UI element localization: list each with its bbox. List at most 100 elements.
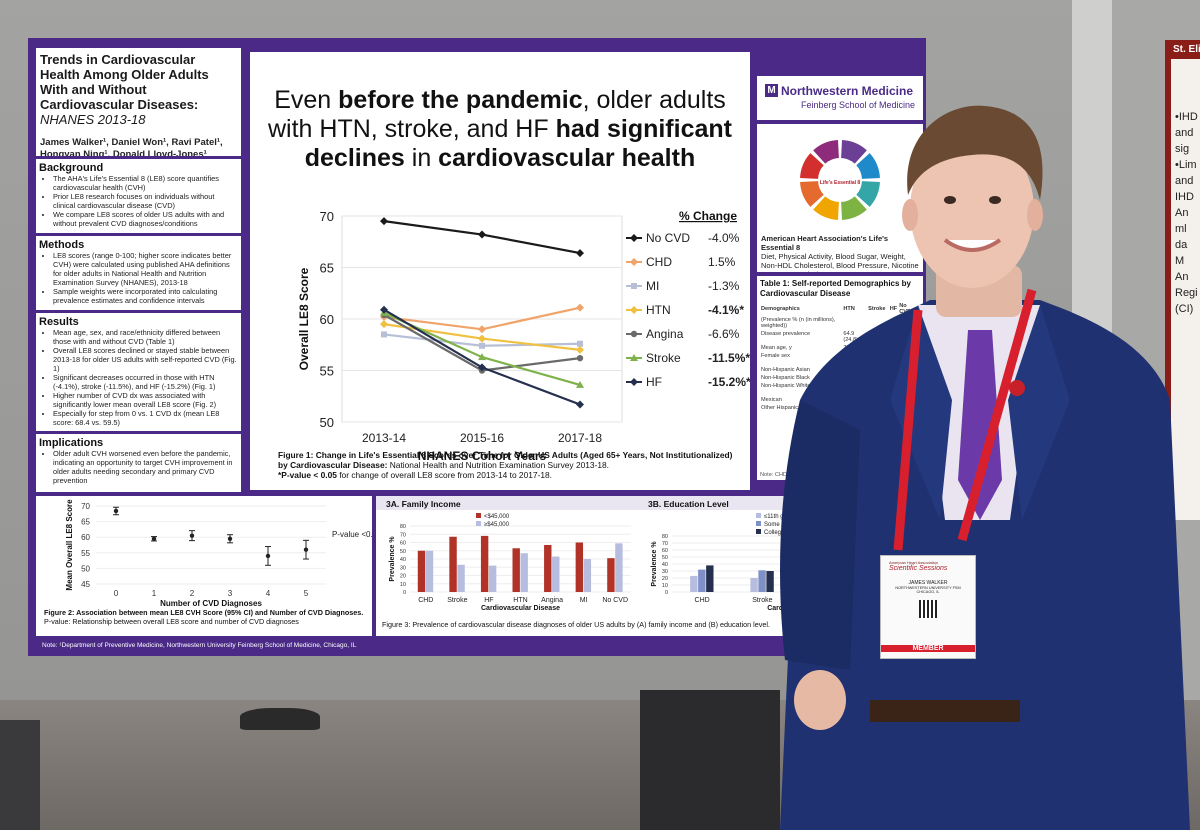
table-cell: 64.9 (24.8)	[843, 331, 858, 343]
bar	[766, 571, 774, 592]
background-person-left	[0, 720, 40, 830]
table-cell: Mean age, y	[761, 345, 792, 351]
figure-1-caption: Figure 1: Change in Life's Essential 8 S…	[278, 450, 733, 480]
legend-label: ≥$45,000	[484, 522, 510, 528]
bar	[698, 569, 706, 592]
logo-text: Northwestern Medicine	[781, 84, 914, 98]
x-tick-label: CHD	[418, 597, 433, 604]
y-tick-label: 65	[81, 518, 90, 527]
table-cell: Other Hispanic	[761, 405, 798, 411]
title-panel: Trends in Cardiovascular Health Among Ol…	[36, 48, 241, 156]
bar	[449, 536, 457, 592]
data-point	[227, 536, 233, 541]
x-tick-label: HF	[484, 597, 493, 604]
legend-label: <$45,000	[484, 514, 510, 520]
bar	[457, 564, 465, 592]
presenter	[780, 105, 1190, 830]
background-heading: Background	[39, 162, 104, 174]
y-tick-label: 70	[81, 502, 90, 511]
results-bullet: Mean age, sex, and race/ethnicity differ…	[53, 328, 238, 346]
y-tick-label: 65	[320, 261, 334, 276]
bar	[706, 565, 714, 592]
table-row: (Prevalence % (n (in millions), weighted…	[760, 316, 918, 330]
nm-logo-icon: M	[765, 84, 778, 97]
lapel-left	[890, 305, 952, 520]
poster-headline: Even before the pandemic, older adults w…	[268, 86, 732, 172]
le8-segment	[856, 181, 880, 207]
y-tick-label: 55	[320, 364, 334, 379]
bar	[583, 559, 592, 592]
table-cell: Female sex	[761, 353, 790, 359]
data-point	[479, 342, 485, 349]
data-point	[478, 230, 486, 239]
legend-swatch	[756, 513, 761, 518]
table-cell: (Prevalence % (n (in millions), weighted…	[761, 317, 836, 329]
side-poster-line: IHD	[1175, 191, 1194, 203]
side-poster-line: Regi	[1175, 287, 1198, 299]
suit-sleeve-left	[780, 400, 860, 670]
side-poster-line: An	[1175, 207, 1189, 219]
data-point	[576, 380, 584, 388]
background-shoe	[240, 708, 320, 730]
x-tick-label: Stroke	[752, 597, 772, 604]
table-header-cell: Stroke	[868, 306, 886, 312]
table-cell: Non-Hispanic White	[761, 383, 811, 389]
background-list: The AHA's Life's Essential 8 (LE8) score…	[39, 174, 238, 228]
bar	[750, 578, 758, 592]
x-tick-label: 2	[190, 589, 195, 598]
legend-change-value: -15.2%*	[708, 375, 750, 389]
le8-segment	[841, 140, 867, 164]
legend-swatch	[476, 513, 481, 518]
research-poster: Trends in Cardiovascular Health Among Ol…	[28, 38, 926, 656]
side-poster-text: •IHD and sig •Lim and IHD An ml da M An Regi (CI)	[1171, 59, 1200, 317]
legend-label: Angina	[646, 327, 684, 341]
y-tick-label: 50	[662, 555, 668, 561]
data-point	[380, 320, 388, 329]
table-header-cell: HTN	[843, 306, 855, 312]
chart-title-band	[376, 496, 638, 510]
eye-left	[944, 196, 956, 204]
le8-caption: American Heart Association's Life's Esse…	[761, 234, 919, 272]
y-tick-label: 60	[662, 548, 668, 554]
y-tick-label: 40	[400, 557, 406, 563]
badge-city: CHICAGO, IL	[916, 590, 940, 594]
y-axis-label: Prevalence %	[651, 541, 658, 587]
data-point	[630, 378, 638, 386]
lanyard-right	[957, 288, 1037, 542]
implications-list: Older adult CVH worsened even before the…	[39, 449, 238, 485]
side-poster-line: •Lim	[1175, 159, 1197, 171]
results-bullet: Higher number of CVD dx was associated w…	[53, 391, 238, 409]
legend-label: HF	[646, 375, 662, 389]
y-tick-label: 50	[320, 415, 334, 430]
belt	[870, 700, 1020, 722]
bar	[544, 544, 552, 592]
data-point	[113, 508, 119, 514]
background-bullet: Prior LE8 research focuses on individual…	[53, 192, 238, 210]
legend-change-value: -4.0%	[708, 231, 740, 245]
y-tick-label: 70	[400, 532, 406, 538]
table-title: Table 1: Self-reported Demographics by C…	[760, 279, 911, 298]
legend-swatch	[476, 521, 481, 526]
figure-2-caption: Figure 2: Association between mean LE8 C…	[44, 608, 364, 626]
results-bullet: Overall LE8 scores declined or stayed st…	[53, 346, 238, 373]
figure-3a-bar-chart: 3A. Family Income 0 10 20 30 40 50 60 70 80 CHD Str…	[376, 496, 638, 612]
y-tick-label: 55	[81, 549, 90, 558]
x-tick-label: No CVD	[602, 597, 628, 604]
le8-segment	[800, 153, 824, 179]
legend-change-value: 1.5%	[708, 255, 736, 269]
legend-label: CHD	[646, 255, 672, 269]
side-poster-line: and	[1175, 175, 1194, 187]
side-poster-line: ml	[1175, 223, 1187, 235]
poster-title: Trends in Cardiovascular Health Among Ol…	[40, 52, 209, 112]
chart-title: 3A. Family Income	[386, 499, 461, 509]
legend-swatch	[756, 529, 761, 534]
smile	[943, 238, 1002, 252]
data-point	[631, 283, 637, 289]
background-bullet: We compare LE8 scores of older US adults…	[53, 210, 238, 228]
data-point	[478, 334, 486, 343]
data-point	[380, 305, 388, 314]
y-tick-label: 20	[662, 576, 668, 582]
face	[910, 132, 1034, 288]
legend-title: % Change	[679, 209, 737, 223]
